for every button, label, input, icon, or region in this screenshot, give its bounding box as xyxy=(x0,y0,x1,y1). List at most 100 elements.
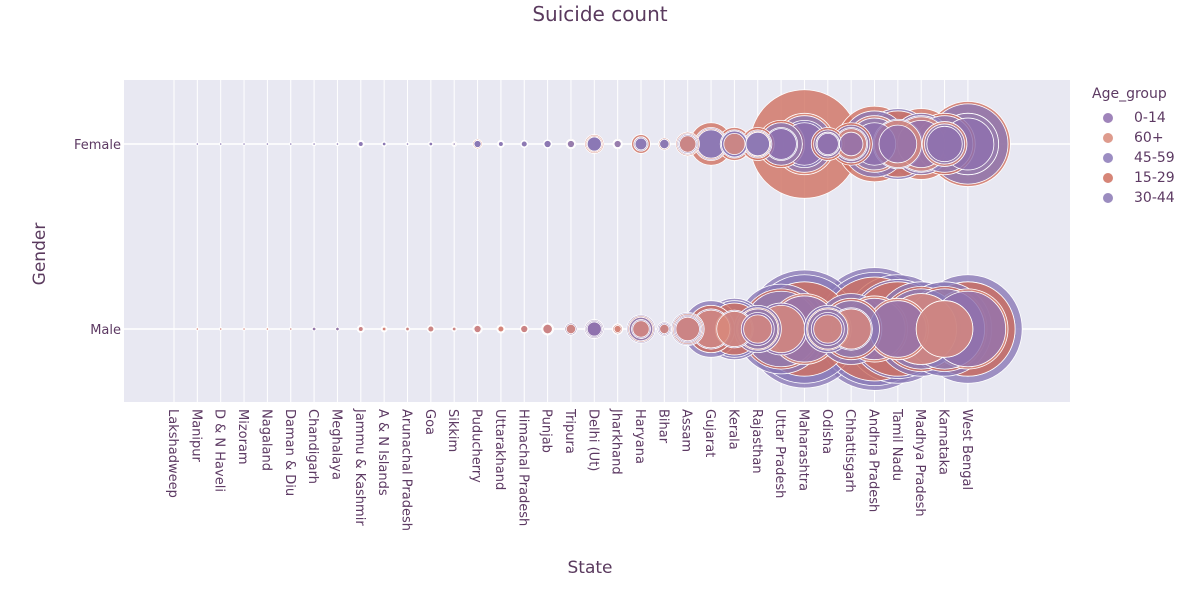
bubble-45-59-female xyxy=(358,141,364,147)
legend-item[interactable]: 0-14 xyxy=(1092,108,1175,128)
bubble-60+-male xyxy=(565,323,577,335)
x-tick-label: Arunachal Pradesh xyxy=(399,409,414,531)
bubble-0-14-female xyxy=(926,125,963,163)
x-tick-label: Goa xyxy=(422,409,437,435)
bubble-30-44-female xyxy=(289,142,293,146)
x-tick-label: Nagaland xyxy=(258,409,273,471)
bubble-30-44-female xyxy=(335,142,340,146)
x-tick-label: Uttarakhand xyxy=(492,409,507,490)
x-tick-label: Sikkim xyxy=(445,409,460,452)
chart-title: Suicide count xyxy=(532,2,668,26)
x-tick-label: Haryana xyxy=(632,409,647,464)
legend-item[interactable]: 60+ xyxy=(1092,128,1175,148)
bubble-60+-male xyxy=(219,327,223,331)
bubble-30-44-female xyxy=(659,138,670,150)
bubble-45-59-female xyxy=(452,142,456,146)
legend: Age_group 0-14 60+ 45-59 15-29 30-44 xyxy=(1092,86,1175,208)
bubble-60+-male xyxy=(289,327,293,331)
bubble-60+-male xyxy=(520,325,529,333)
bubble-45-59-female xyxy=(567,140,575,148)
legend-item[interactable]: 30-44 xyxy=(1092,188,1175,208)
bubble-30-44-female xyxy=(312,142,316,146)
bubble-45-59-female xyxy=(613,140,622,148)
y-tick-label: Male xyxy=(90,323,121,338)
bubble-30-44-female xyxy=(265,142,269,146)
bubble-45-59-female xyxy=(498,141,504,147)
x-tick-label: Karnataka xyxy=(936,409,951,475)
x-tick-label: Maharashtra xyxy=(795,409,810,491)
x-tick-label: Assam xyxy=(679,409,694,452)
x-tick-label: Punjab xyxy=(539,409,554,453)
bubble-60+-male xyxy=(452,326,457,332)
x-tick-label: Madhya Pradesh xyxy=(912,409,927,517)
x-tick-label: Gujarat xyxy=(702,409,717,457)
legend-item[interactable]: 45-59 xyxy=(1092,148,1175,168)
legend-label: 30-44 xyxy=(1134,190,1175,206)
bubble-60+-male xyxy=(915,300,974,358)
legend-item[interactable]: 15-29 xyxy=(1092,168,1175,188)
x-tick-label: A & N Islands xyxy=(375,409,390,496)
bubble-30-44-female xyxy=(586,136,602,152)
bubble-60+-female xyxy=(679,135,697,153)
x-tick-label: Jammu & Kashmir xyxy=(352,408,367,526)
bubble-30-44-female xyxy=(473,140,482,148)
bubble-30-44-female xyxy=(242,142,246,146)
bubble-60+-male xyxy=(675,316,700,342)
bubble-60+-male xyxy=(473,325,482,333)
bubble-60+-female xyxy=(723,132,746,156)
bubble-30-44-female xyxy=(520,140,528,148)
x-tick-label: Tripura xyxy=(562,408,577,454)
bubble-0-14-female xyxy=(878,124,918,164)
bubble-60+-male xyxy=(405,326,410,332)
bubble-0-14-male xyxy=(586,321,602,337)
legend-title: Age_group xyxy=(1092,86,1167,102)
bubble-30-44-male xyxy=(311,326,317,332)
legend-label: 0-14 xyxy=(1134,110,1166,126)
x-axis-title: State xyxy=(567,558,613,578)
bubble-30-44-female xyxy=(219,142,223,146)
x-tick-label: Rajasthan xyxy=(749,409,764,474)
x-tick-label: Jharkhand xyxy=(609,408,624,475)
x-tick-label: Chandigarh xyxy=(305,409,320,484)
bubble-30-44-female xyxy=(381,141,387,147)
bubble-60+-male xyxy=(265,327,269,331)
bubble-30-44-female xyxy=(543,140,552,148)
bubble-60+-male xyxy=(195,327,199,331)
bubble-0-14-female xyxy=(816,132,839,156)
x-tick-label: Odisha xyxy=(819,409,834,454)
x-tick-label: Manipur xyxy=(188,409,203,463)
bubble-30-44-female xyxy=(195,142,199,146)
bubble-60+-male xyxy=(659,323,670,335)
legend-label: 60+ xyxy=(1134,130,1164,146)
x-tick-label: Mizoram xyxy=(235,409,250,465)
bubble-60+-male xyxy=(632,320,650,338)
bubble-60+-male xyxy=(358,326,364,332)
bubble-0-14-female xyxy=(838,131,864,157)
x-tick-label: Andhra Pradesh xyxy=(866,409,881,512)
legend-label: 45-59 xyxy=(1134,150,1175,166)
y-axis-title: Gender xyxy=(30,222,50,286)
legend-marker-icon xyxy=(1094,131,1124,145)
x-tick-label: Bihar xyxy=(655,409,670,444)
bubble-45-59-female xyxy=(634,137,648,151)
bubble-60+-male xyxy=(242,327,246,331)
bubble-60+-male xyxy=(743,314,773,344)
legend-label: 15-29 xyxy=(1134,170,1175,186)
x-tick-label: Daman & Diu xyxy=(282,409,297,496)
x-tick-label: Tamil Nadu xyxy=(889,408,904,481)
bubble-30-44-male xyxy=(335,326,340,332)
x-tick-label: Delhi (Ut) xyxy=(585,409,600,471)
bubble-60+-male xyxy=(497,325,505,333)
x-tick-label: Lakshadweep xyxy=(165,409,180,498)
y-tick-label: Female xyxy=(74,138,121,153)
x-tick-label: Himachal Pradesh xyxy=(515,409,530,526)
bubble-60+-male xyxy=(613,325,622,333)
bubble-30-44-female xyxy=(405,142,410,146)
x-tick-label: West Bengal xyxy=(959,409,974,490)
bubble-60+-male xyxy=(381,326,387,332)
legend-marker-icon xyxy=(1094,111,1124,125)
bubble-45-59-female xyxy=(745,131,770,157)
x-tick-label: Chhattisgarh xyxy=(842,409,857,493)
x-tick-label: Puducherry xyxy=(469,409,484,483)
